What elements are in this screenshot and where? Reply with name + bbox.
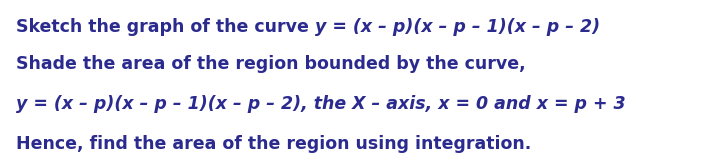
Text: Shade the area of the region bounded by the curve,: Shade the area of the region bounded by … bbox=[16, 55, 525, 73]
Text: Hence, find the area of the region using integration.: Hence, find the area of the region using… bbox=[16, 135, 531, 153]
Text: y = (x – p)(x – p – 1)(x – p – 2), the X – axis, x = 0 and x = p + 3: y = (x – p)(x – p – 1)(x – p – 2), the X… bbox=[16, 95, 625, 113]
Text: y = (x – p)(x – p – 1)(x – p – 2): y = (x – p)(x – p – 1)(x – p – 2) bbox=[315, 18, 600, 36]
Text: Sketch the graph of the curve: Sketch the graph of the curve bbox=[16, 18, 315, 36]
